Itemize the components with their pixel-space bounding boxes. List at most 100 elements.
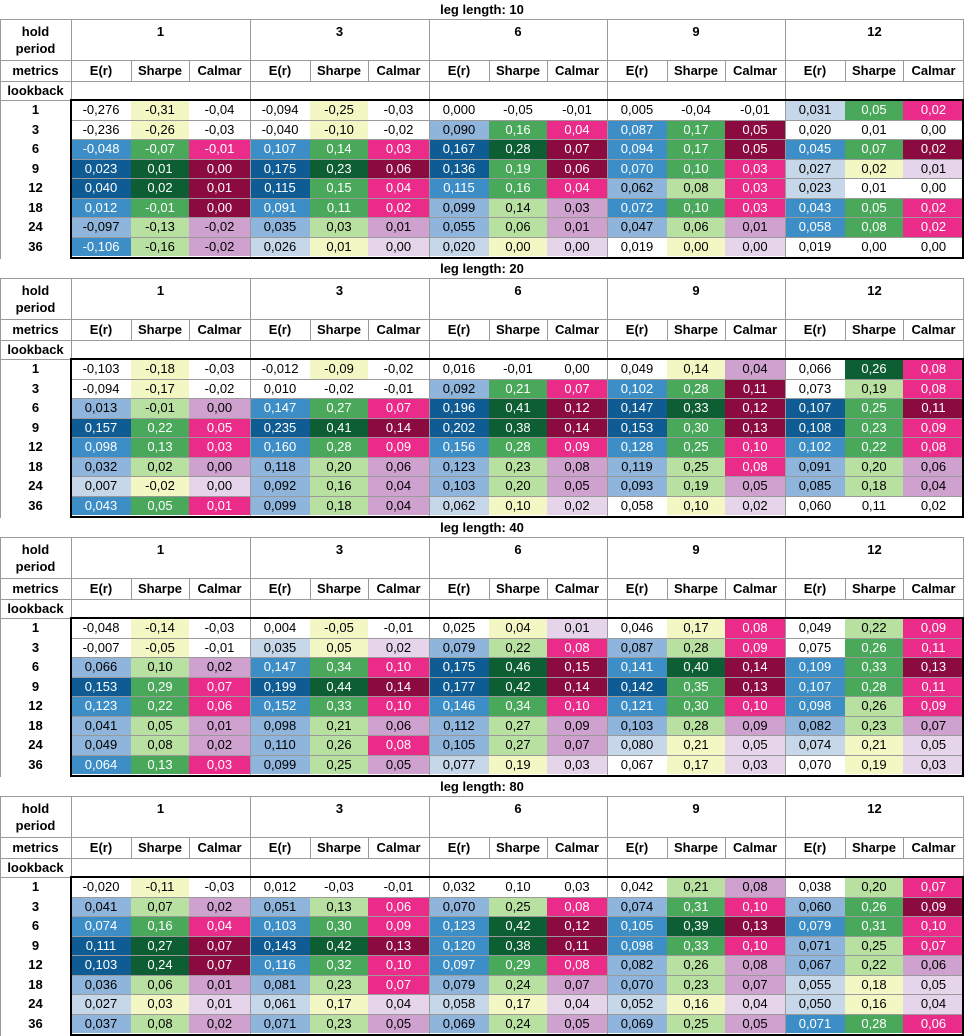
table-cell: 0,30 xyxy=(667,417,725,437)
grid-line xyxy=(71,994,964,995)
lookback-value: 6 xyxy=(31,400,40,416)
table-cell: 0,16 xyxy=(489,119,547,139)
table-cell: 0,098 xyxy=(607,935,667,955)
table-cell: -0,03 xyxy=(189,877,250,897)
table-cell: 0,00 xyxy=(189,456,250,476)
grid-line xyxy=(310,837,311,858)
table-cell: -0,01 xyxy=(725,100,785,120)
table-cell: 0,10 xyxy=(667,495,725,515)
grid-line xyxy=(71,178,964,179)
table-cell: 0,16 xyxy=(667,994,725,1014)
table-cell: 0,05 xyxy=(725,735,785,755)
hold-period-header: 12 xyxy=(867,541,882,557)
table-cell: 0,10 xyxy=(903,916,964,936)
table-cell: 0,08 xyxy=(725,877,785,897)
metric-header: Sharpe xyxy=(316,840,362,855)
table-cell: 0,21 xyxy=(489,378,547,398)
grid-line xyxy=(189,837,190,858)
hold-period-label: hold period xyxy=(0,278,71,319)
hold-period-header: 9 xyxy=(692,282,700,298)
grid-line xyxy=(725,319,726,340)
table-cell: 0,06 xyxy=(903,1013,964,1033)
table-cell: 0,08 xyxy=(725,456,785,476)
grid-line xyxy=(71,119,964,121)
table-cell: 0,19 xyxy=(845,378,903,398)
table-cell: 0,058 xyxy=(429,994,489,1014)
table-cell: 0,107 xyxy=(785,398,845,418)
table-cell: 0,07 xyxy=(903,935,964,955)
table-cell: 0,05 xyxy=(368,1013,429,1033)
table-cell: 0,10 xyxy=(667,158,725,178)
table-cell: -0,05 xyxy=(310,618,368,638)
metric-header: E(r) xyxy=(89,581,113,596)
table-cell: 0,045 xyxy=(785,139,845,159)
table-cell: 0,25 xyxy=(489,896,547,916)
table-cell: 0,123 xyxy=(429,916,489,936)
table-cell: 0,038 xyxy=(785,877,845,897)
table-cell: 0,04 xyxy=(368,178,429,198)
lookback-value: 12 xyxy=(28,698,43,714)
table-cell: 0,42 xyxy=(489,916,547,936)
table-cell: 0,13 xyxy=(131,437,189,457)
hold-period-word: hold xyxy=(21,23,50,39)
table-cell: 0,28 xyxy=(667,637,725,657)
hold-period-header: 9 xyxy=(692,800,700,816)
table-cell: 0,13 xyxy=(310,896,368,916)
table-cell: 0,03 xyxy=(189,437,250,457)
table-cell: 0,175 xyxy=(250,158,310,178)
table-cell: -0,04 xyxy=(189,100,250,120)
metric-header: Sharpe xyxy=(316,581,362,596)
table-cell: 0,128 xyxy=(607,437,667,457)
table-cell: 0,099 xyxy=(429,197,489,217)
table-cell: 0,147 xyxy=(250,657,310,677)
grid-line xyxy=(71,696,964,697)
hold-period-header: 12 xyxy=(867,282,882,298)
table-cell: 0,157 xyxy=(71,417,131,437)
table-cell: -0,11 xyxy=(131,877,189,897)
hold-period-header: 6 xyxy=(514,23,522,39)
table-cell: 0,01 xyxy=(310,236,368,256)
grid-line xyxy=(71,398,964,399)
table-cell: 0,119 xyxy=(607,456,667,476)
grid-line xyxy=(71,257,964,259)
table-cell: 0,074 xyxy=(785,735,845,755)
table-cell: 0,11 xyxy=(903,676,964,696)
lookback-value: 9 xyxy=(31,937,40,953)
table-cell: 0,25 xyxy=(667,456,725,476)
metric-header: E(r) xyxy=(803,322,827,337)
grid-line xyxy=(0,858,964,859)
table-cell: 0,079 xyxy=(785,916,845,936)
hold-period-header: 9 xyxy=(692,23,700,39)
metric-header: Calmar xyxy=(554,581,600,596)
table-cell: 0,10 xyxy=(131,657,189,677)
metric-header: E(r) xyxy=(447,322,471,337)
grid-line xyxy=(131,578,132,599)
table-cell: 0,102 xyxy=(607,378,667,398)
table-cell: 0,012 xyxy=(250,877,310,897)
lookback-value: 18 xyxy=(28,717,43,733)
table-cell: 0,079 xyxy=(429,637,489,657)
table-cell: 0,23 xyxy=(845,417,903,437)
lookback-value: 1 xyxy=(31,361,40,377)
table-cell: -0,020 xyxy=(71,877,131,897)
table-cell: 0,44 xyxy=(310,676,368,696)
table-cell: 0,109 xyxy=(785,657,845,677)
table-cell: 0,06 xyxy=(667,217,725,237)
metric-header: Calmar xyxy=(376,581,421,596)
table-cell: 0,01 xyxy=(547,618,607,638)
grid-line xyxy=(310,578,311,599)
table-cell: 0,41 xyxy=(489,398,547,418)
table-cell: 0,07 xyxy=(547,974,607,994)
table-cell: 0,202 xyxy=(429,417,489,437)
lookback-value: 36 xyxy=(28,756,43,772)
lookback-label: lookback xyxy=(7,83,64,98)
table-cell: 0,175 xyxy=(429,657,489,677)
lookback-label: lookback xyxy=(7,342,64,357)
table-cell: 0,069 xyxy=(429,1013,489,1033)
table-cell: 0,142 xyxy=(607,676,667,696)
table-cell: -0,02 xyxy=(368,359,429,379)
table-cell: 0,016 xyxy=(429,359,489,379)
table-cell: 0,09 xyxy=(903,696,964,716)
lookback-value: 24 xyxy=(28,996,43,1012)
table-cell: 0,00 xyxy=(725,236,785,256)
